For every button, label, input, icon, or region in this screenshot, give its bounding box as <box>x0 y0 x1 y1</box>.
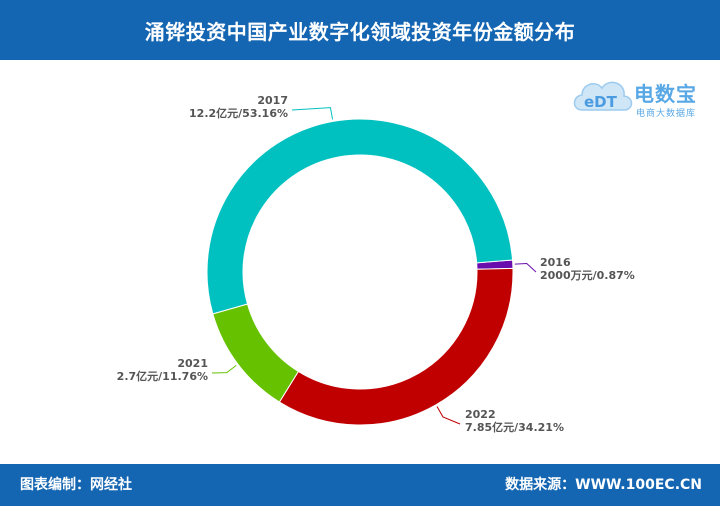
leader-line-2022 <box>436 406 461 425</box>
slice-label-value-2016: 2000万元/0.87% <box>540 269 635 282</box>
chart-title: 涌铧投资中国产业数字化领域投资年份金额分布 <box>144 19 576 44</box>
slice-label-value-2022: 7.85亿元/34.21% <box>465 420 564 434</box>
slice-label-year-2017: 2017 <box>257 94 288 107</box>
logo: eDT 电数宝 电商大数据库 <box>570 70 716 126</box>
chart-header: 涌铧投资中国产业数字化领域投资年份金额分布 <box>0 0 720 60</box>
chart-area: 2016 2000万元/0.87% 2022 7.85亿元/34.21% 2021 2.7… <box>0 60 720 464</box>
donut-slice-2021 <box>212 303 300 403</box>
leader-line-2016 <box>514 262 537 273</box>
donut-slice-2022 <box>278 267 514 426</box>
cloud-logo-icon: eDT <box>573 81 633 111</box>
logo-mark: eDT <box>584 93 618 111</box>
logo-subtitle: 电商大数据库 <box>636 109 697 119</box>
slice-label-year-2016: 2016 <box>540 256 571 269</box>
leader-line-2017 <box>291 107 334 120</box>
footer-source: 数据来源：WWW.100EC.CN <box>505 477 702 493</box>
logo-brand: 电数宝 <box>634 82 697 106</box>
chart-footer: 图表编制：网经社 数据来源：WWW.100EC.CN <box>0 464 720 506</box>
slice-label-value-2017: 12.2亿元/53.16% <box>189 106 288 120</box>
slice-label-value-2021: 2.7亿元/11.76% <box>117 369 208 383</box>
leader-line-2021 <box>211 364 237 374</box>
footer-editor: 图表编制：网经社 <box>20 477 132 493</box>
donut-slice-2017 <box>206 118 514 315</box>
slice-label-year-2021: 2021 <box>177 357 208 370</box>
slice-label-year-2022: 2022 <box>465 408 496 421</box>
